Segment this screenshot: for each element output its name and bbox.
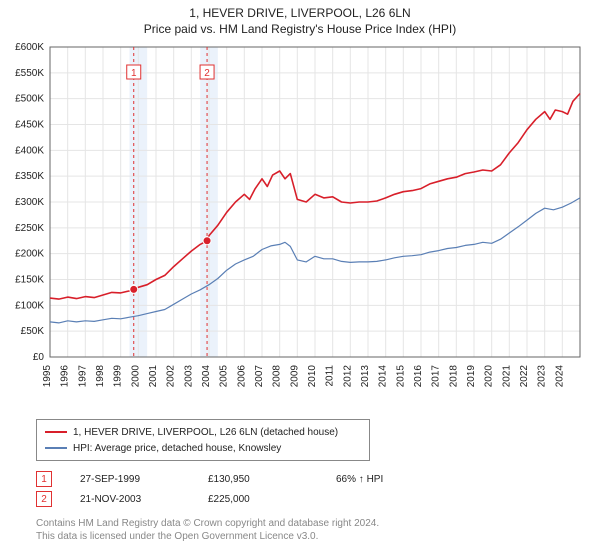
svg-text:2006: 2006 xyxy=(236,365,247,388)
svg-text:2008: 2008 xyxy=(272,365,283,388)
svg-text:1996: 1996 xyxy=(60,365,71,388)
svg-text:2016: 2016 xyxy=(413,365,424,388)
svg-text:2019: 2019 xyxy=(466,365,477,388)
svg-text:£250K: £250K xyxy=(15,223,44,234)
svg-text:2009: 2009 xyxy=(289,365,300,388)
svg-text:1998: 1998 xyxy=(95,365,106,388)
svg-text:2: 2 xyxy=(204,68,210,79)
transaction-row: 1 27-SEP-1999 £130,950 66% ↑ HPI xyxy=(36,469,600,489)
svg-text:£50K: £50K xyxy=(21,326,45,337)
svg-text:2002: 2002 xyxy=(166,365,177,388)
svg-text:2007: 2007 xyxy=(254,365,265,388)
chart-area: £0 £50K £100K £150K £200K £250K £300K £350K £400… xyxy=(0,37,600,413)
chart-title: 1, HEVER DRIVE, LIVERPOOL, L26 6LN Price… xyxy=(0,0,600,37)
legend-swatch xyxy=(45,431,67,433)
svg-text:2020: 2020 xyxy=(484,365,495,388)
svg-text:2001: 2001 xyxy=(148,365,159,388)
legend-item: 1, HEVER DRIVE, LIVERPOOL, L26 6LN (deta… xyxy=(45,424,361,440)
svg-text:2014: 2014 xyxy=(378,365,389,388)
transaction-badge: 1 xyxy=(36,471,52,487)
svg-text:2023: 2023 xyxy=(537,365,548,388)
transaction-price: £130,950 xyxy=(208,474,308,485)
svg-text:2011: 2011 xyxy=(325,365,336,387)
svg-text:2005: 2005 xyxy=(219,365,230,388)
svg-text:2024: 2024 xyxy=(554,365,565,388)
title-line1: 1, HEVER DRIVE, LIVERPOOL, L26 6LN xyxy=(0,6,600,22)
svg-text:£500K: £500K xyxy=(15,94,44,105)
svg-text:£600K: £600K xyxy=(15,42,44,53)
footnote-line1: Contains HM Land Registry data © Crown c… xyxy=(36,517,600,530)
transaction-delta: 66% ↑ HPI xyxy=(336,474,436,485)
svg-text:1997: 1997 xyxy=(77,365,88,388)
svg-text:£400K: £400K xyxy=(15,146,44,157)
svg-text:£0: £0 xyxy=(33,352,45,363)
svg-text:£300K: £300K xyxy=(15,197,44,208)
svg-text:£350K: £350K xyxy=(15,171,44,182)
chart-legend: 1, HEVER DRIVE, LIVERPOOL, L26 6LN (deta… xyxy=(36,419,370,461)
svg-text:2017: 2017 xyxy=(431,365,442,388)
svg-text:£550K: £550K xyxy=(15,68,44,79)
transaction-date: 21-NOV-2003 xyxy=(80,494,180,505)
transactions-table: 1 27-SEP-1999 £130,950 66% ↑ HPI 2 21-NOV-200… xyxy=(36,469,600,509)
svg-text:2022: 2022 xyxy=(519,365,530,388)
svg-text:2013: 2013 xyxy=(360,365,371,388)
legend-label: 1, HEVER DRIVE, LIVERPOOL, L26 6LN (deta… xyxy=(73,427,338,438)
transaction-price: £225,000 xyxy=(208,494,308,505)
transaction-row: 2 21-NOV-2003 £225,000 xyxy=(36,489,600,509)
transaction-badge: 2 xyxy=(36,491,52,507)
chart-footnote: Contains HM Land Registry data © Crown c… xyxy=(36,517,600,543)
svg-text:2021: 2021 xyxy=(501,365,512,388)
svg-text:2018: 2018 xyxy=(448,365,459,388)
svg-text:2015: 2015 xyxy=(395,365,406,388)
svg-text:£200K: £200K xyxy=(15,249,44,260)
line-chart-svg: £0 £50K £100K £150K £200K £250K £300K £350K £400… xyxy=(0,37,600,413)
svg-text:2003: 2003 xyxy=(183,365,194,388)
svg-text:2012: 2012 xyxy=(342,365,353,388)
legend-swatch xyxy=(45,447,67,449)
svg-text:2004: 2004 xyxy=(201,365,212,388)
svg-text:£150K: £150K xyxy=(15,275,44,286)
title-line2: Price paid vs. HM Land Registry's House … xyxy=(0,22,600,38)
svg-text:2000: 2000 xyxy=(130,365,141,388)
svg-text:1: 1 xyxy=(131,68,137,79)
svg-text:£100K: £100K xyxy=(15,301,44,312)
svg-text:1995: 1995 xyxy=(42,365,53,388)
legend-label: HPI: Average price, detached house, Know… xyxy=(73,443,281,454)
svg-text:£450K: £450K xyxy=(15,120,44,131)
svg-text:2010: 2010 xyxy=(307,365,318,388)
transaction-date: 27-SEP-1999 xyxy=(80,474,180,485)
legend-item: HPI: Average price, detached house, Know… xyxy=(45,440,361,456)
footnote-line2: This data is licensed under the Open Gov… xyxy=(36,530,600,543)
svg-text:1999: 1999 xyxy=(113,365,124,388)
